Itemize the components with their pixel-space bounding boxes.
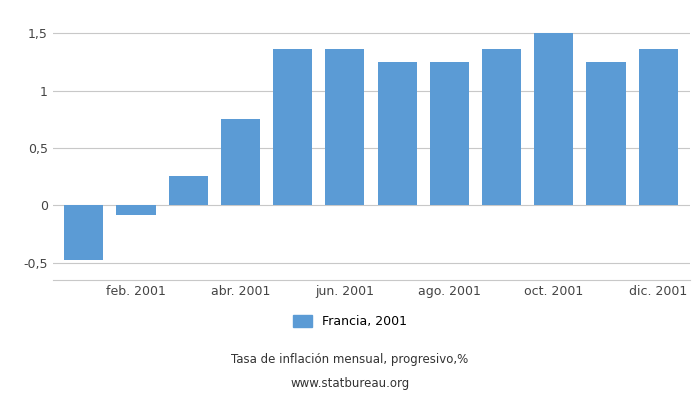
Bar [534,33,573,205]
Bar [430,62,469,205]
Bar [64,205,104,260]
Bar [169,176,208,205]
Bar [377,62,416,205]
Bar [116,205,155,214]
Bar [273,49,312,205]
Bar [587,62,626,205]
Bar [638,49,678,205]
Bar [482,49,521,205]
Legend: Francia, 2001: Francia, 2001 [288,310,412,333]
Text: www.statbureau.org: www.statbureau.org [290,378,410,390]
Bar [326,49,365,205]
Text: Tasa de inflación mensual, progresivo,%: Tasa de inflación mensual, progresivo,% [232,354,468,366]
Bar [221,119,260,205]
